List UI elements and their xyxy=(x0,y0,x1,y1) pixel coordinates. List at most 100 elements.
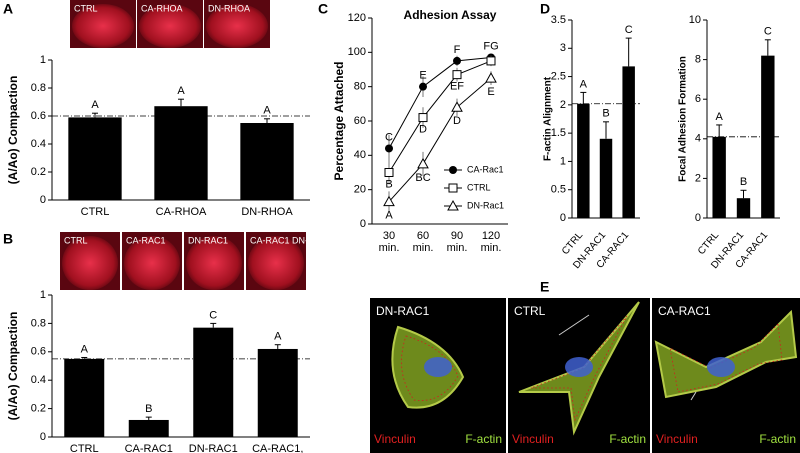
significance-label: FG xyxy=(483,40,498,52)
bar xyxy=(736,198,751,218)
significance-label: B xyxy=(740,176,747,188)
y-tick-label: 80 xyxy=(354,81,366,93)
x-tick-label: 60 min. xyxy=(412,230,434,254)
photo-label: DN-RAC1 xyxy=(188,235,228,245)
x-tick-label: DN-RAC1 xyxy=(188,443,238,453)
micrograph-title: CA-RAC1 xyxy=(658,304,711,318)
bar xyxy=(154,106,208,200)
panel-letter: B xyxy=(3,231,13,247)
bar xyxy=(64,358,105,437)
y-tick-label: 0 xyxy=(40,194,46,206)
significance-label: A xyxy=(274,331,282,343)
stain-label: Vinculin xyxy=(656,432,698,446)
marker xyxy=(385,144,393,153)
bar xyxy=(712,136,726,218)
significance-label: C xyxy=(209,309,217,321)
nucleus xyxy=(707,357,735,377)
bar xyxy=(257,348,298,437)
y-tick-label: 1.5 xyxy=(551,127,566,139)
legend-label: CA-Rac1 xyxy=(467,164,504,174)
bar xyxy=(240,123,294,200)
photo-label: CTRL xyxy=(64,235,88,245)
legend-marker xyxy=(448,183,458,193)
y-tick-label: 0.2 xyxy=(31,403,46,415)
bar xyxy=(622,66,635,218)
x-tick-label: CA-RAC1, DN-RHOA xyxy=(252,443,304,453)
photo-label: CA-RAC1 DN-RHOA xyxy=(250,235,334,245)
chart-title: Adhesion Assay xyxy=(404,8,497,22)
significance-label: C xyxy=(764,26,772,38)
line xyxy=(388,60,492,173)
photo-label: CA-RHOA xyxy=(141,3,183,13)
cell-vinculin xyxy=(669,323,783,393)
significance-label: EF xyxy=(450,81,464,93)
y-tick-label: 0 xyxy=(560,212,566,224)
y-tick-label: 1 xyxy=(40,54,46,66)
x-tick-label: CTRL xyxy=(80,206,110,218)
line xyxy=(388,56,492,149)
y-tick-label: 0.6 xyxy=(31,346,46,358)
significance-label: A xyxy=(177,85,185,97)
y-tick-label: 0 xyxy=(695,212,701,224)
y-axis-label: (A/Ao) Compaction xyxy=(6,312,20,421)
y-tick-label: 0.6 xyxy=(31,110,46,122)
y-tick-label: 0 xyxy=(360,218,366,230)
significance-label: B xyxy=(385,178,392,190)
significance-label: B xyxy=(602,108,609,120)
well xyxy=(186,236,242,290)
well xyxy=(62,236,118,290)
significance-label: B xyxy=(145,403,152,415)
y-tick-label: 3.5 xyxy=(551,14,566,26)
significance-label: F xyxy=(454,44,461,56)
y-tick-label: 1 xyxy=(40,289,46,301)
x-tick-label: 120 min. xyxy=(480,230,502,254)
y-tick-label: 0.4 xyxy=(31,374,46,386)
y-tick-label: 10 xyxy=(689,14,701,26)
y-tick-label: 40 xyxy=(354,149,366,161)
micrograph-title: DN-RAC1 xyxy=(376,304,430,318)
cell-actin xyxy=(654,309,798,399)
y-tick-label: 100 xyxy=(348,46,366,58)
significance-label: C xyxy=(625,24,633,36)
well xyxy=(124,236,180,290)
y-axis-label: Focal Adhesion Formation xyxy=(678,56,689,182)
well xyxy=(139,4,201,48)
y-tick-label: 2.5 xyxy=(551,70,566,82)
marker xyxy=(418,113,428,123)
marker xyxy=(486,56,496,66)
y-tick-label: 6 xyxy=(695,93,701,105)
legend-label: DN-Rac1 xyxy=(467,200,504,210)
significance-label: A xyxy=(715,111,723,123)
significance-label: D xyxy=(419,123,427,135)
stain-label: F-actin xyxy=(465,432,502,446)
stain-label: Vinculin xyxy=(512,432,554,446)
panel-letter: C xyxy=(318,1,328,17)
y-tick-label: 4 xyxy=(695,133,701,145)
legend-marker xyxy=(449,166,457,174)
stain-label: F-actin xyxy=(759,432,796,446)
y-tick-label: 0.8 xyxy=(31,317,46,329)
y-tick-label: 0.2 xyxy=(31,166,46,178)
y-tick-label: 120 xyxy=(348,12,366,24)
marker xyxy=(485,72,497,83)
legend-label: CTRL xyxy=(467,182,491,192)
well xyxy=(248,236,304,290)
nucleus xyxy=(424,357,452,377)
panel-letter: A xyxy=(3,1,13,17)
arrow xyxy=(558,314,590,336)
x-tick-label: 90 min. xyxy=(446,230,468,254)
stain-label: F-actin xyxy=(609,432,646,446)
marker xyxy=(453,56,461,65)
x-tick-label: 30 min. xyxy=(378,230,400,254)
line xyxy=(388,77,492,203)
legend-marker xyxy=(447,199,459,211)
bar xyxy=(599,138,613,218)
marker xyxy=(452,70,462,80)
y-axis-label: F-actin Alignment xyxy=(543,76,554,161)
stain-label: Vinculin xyxy=(374,432,416,446)
significance-label: A xyxy=(385,210,393,222)
y-axis-label: (A/Ao) Compaction xyxy=(6,76,20,185)
panel-letter: E xyxy=(540,279,549,295)
nucleus xyxy=(565,357,593,377)
significance-label: A xyxy=(580,78,588,90)
